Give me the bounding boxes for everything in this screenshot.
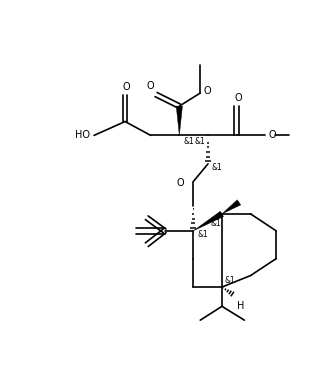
Text: O: O — [176, 178, 184, 188]
Text: &1: &1 — [183, 137, 194, 146]
Text: &1: &1 — [195, 137, 206, 146]
Text: H: H — [237, 301, 244, 311]
Text: O: O — [147, 82, 155, 92]
Polygon shape — [193, 211, 223, 231]
Text: O: O — [268, 130, 276, 140]
Text: &1: &1 — [212, 163, 223, 172]
Text: HO: HO — [75, 130, 90, 140]
Text: O: O — [123, 82, 130, 92]
Text: &1: &1 — [197, 230, 208, 239]
Polygon shape — [176, 106, 182, 135]
Text: &1: &1 — [224, 276, 235, 285]
Polygon shape — [222, 200, 241, 214]
Text: &1: &1 — [211, 219, 221, 228]
Text: O: O — [234, 93, 242, 103]
Text: O: O — [203, 86, 211, 96]
